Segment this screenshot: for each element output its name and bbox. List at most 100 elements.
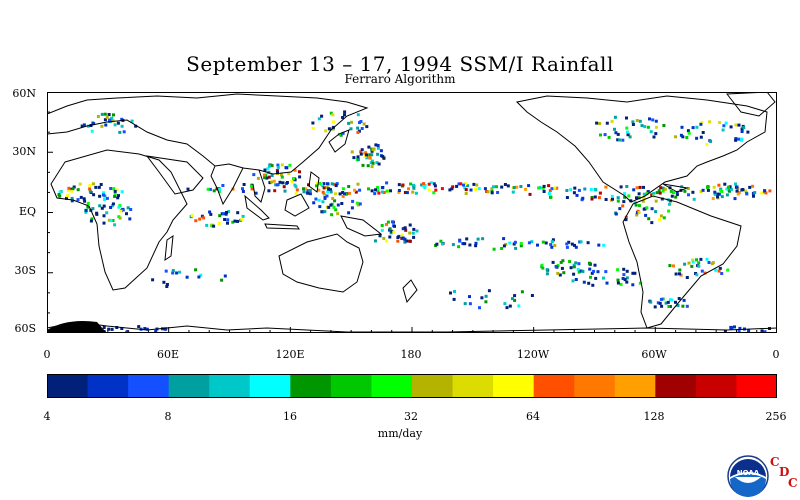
rain-pixel: [616, 268, 620, 272]
rain-pixel: [734, 123, 738, 127]
rain-pixel: [79, 195, 83, 199]
rain-pixel: [102, 214, 106, 218]
rain-pixel: [276, 165, 280, 169]
rain-pixel: [737, 137, 741, 141]
rain-pixel: [604, 270, 608, 274]
rain-pixel: [599, 133, 602, 137]
rain-pixel: [593, 263, 597, 267]
rain-pixel: [565, 189, 569, 192]
rain-pixel: [396, 239, 400, 243]
noaa-logo-icon: NOAA: [727, 455, 769, 497]
rain-pixel: [619, 282, 623, 286]
rain-pixel: [65, 196, 68, 200]
rain-pixel: [100, 124, 104, 128]
rain-pixel: [513, 294, 517, 298]
colorbar-tick-128: 128: [643, 410, 665, 423]
rain-pixel: [280, 163, 284, 167]
rain-pixel: [616, 138, 620, 142]
rain-pixel: [678, 272, 681, 276]
rain-pixel: [717, 183, 721, 187]
rain-pixel: [370, 149, 374, 153]
rain-pixel: [362, 122, 366, 126]
rain-pixel: [282, 185, 286, 189]
rain-pixel: [619, 185, 623, 189]
rain-pixel: [626, 133, 630, 137]
rain-pixel: [352, 156, 356, 160]
rain-pixel: [386, 220, 390, 224]
rain-pixel: [330, 213, 334, 217]
rain-pixel: [550, 245, 554, 249]
rain-pixel: [622, 273, 626, 277]
rain-pixel: [486, 190, 490, 194]
rain-pixel: [660, 197, 664, 201]
rain-pixel: [659, 214, 663, 218]
rain-pixel: [366, 164, 370, 168]
rain-pixel: [500, 247, 504, 250]
rain-pixel: [515, 185, 519, 189]
rain-pixel: [365, 125, 369, 129]
lat-label-60s: 60S: [14, 322, 36, 335]
rain-pixel: [638, 185, 642, 189]
rain-pixel: [569, 188, 573, 192]
rain-pixel: [551, 238, 555, 242]
rain-pixel: [478, 306, 481, 310]
rain-pixel: [341, 116, 345, 119]
rain-pixel: [556, 271, 560, 275]
rain-pixel: [337, 132, 341, 136]
rain-pixel: [190, 214, 194, 218]
rain-pixel: [208, 210, 212, 214]
rain-pixel: [112, 187, 116, 191]
rain-pixel: [403, 240, 407, 244]
colorbar-cell: [290, 374, 332, 398]
rain-pixel: [403, 226, 407, 230]
rain-pixel: [666, 300, 670, 304]
rain-pixel: [658, 301, 662, 305]
rain-pixel: [716, 195, 719, 199]
rain-pixel: [408, 239, 412, 243]
rain-pixel: [380, 186, 384, 190]
rain-pixel: [660, 304, 664, 308]
rain-pixel: [88, 183, 92, 187]
rain-pixel: [738, 326, 742, 330]
rain-pixel: [697, 264, 701, 268]
rain-pixel: [197, 275, 201, 279]
rain-pixel: [356, 182, 360, 186]
rain-pixel: [210, 224, 214, 228]
rain-pixel: [614, 212, 618, 216]
rain-pixel: [86, 205, 90, 209]
rain-pixel: [574, 278, 578, 281]
rain-pixel: [711, 261, 715, 265]
rain-pixel: [648, 117, 651, 121]
rain-pixel: [573, 243, 576, 247]
rain-pixel: [635, 196, 638, 200]
rain-pixel: [347, 211, 351, 215]
rain-pixel: [225, 211, 228, 214]
rain-pixel: [403, 191, 407, 194]
rain-pixel: [67, 186, 71, 190]
rain-pixel: [356, 113, 360, 117]
rain-pixel: [433, 184, 437, 188]
rain-pixel: [318, 205, 322, 209]
rain-pixel: [760, 329, 764, 333]
rain-pixel: [622, 267, 626, 271]
rain-pixel: [717, 269, 721, 273]
rain-pixel: [763, 330, 767, 333]
rain-pixel: [667, 209, 671, 213]
rain-pixel: [205, 223, 209, 227]
rain-pixel: [450, 187, 454, 191]
rain-pixel: [624, 215, 628, 219]
rain-pixel: [370, 159, 374, 163]
rain-pixel: [385, 181, 389, 185]
rain-pixel: [359, 150, 363, 154]
rain-pixel: [120, 124, 124, 128]
rain-pixel: [326, 190, 330, 194]
rain-pixel: [385, 239, 389, 243]
rain-pixel: [103, 198, 106, 201]
rain-pixel: [91, 207, 95, 211]
rain-pixel: [735, 185, 739, 189]
rain-pixel: [411, 231, 415, 235]
rain-pixel: [223, 218, 227, 221]
colorbar-cell: [330, 374, 372, 398]
rain-pixel: [212, 189, 216, 193]
rain-pixel: [677, 297, 681, 300]
